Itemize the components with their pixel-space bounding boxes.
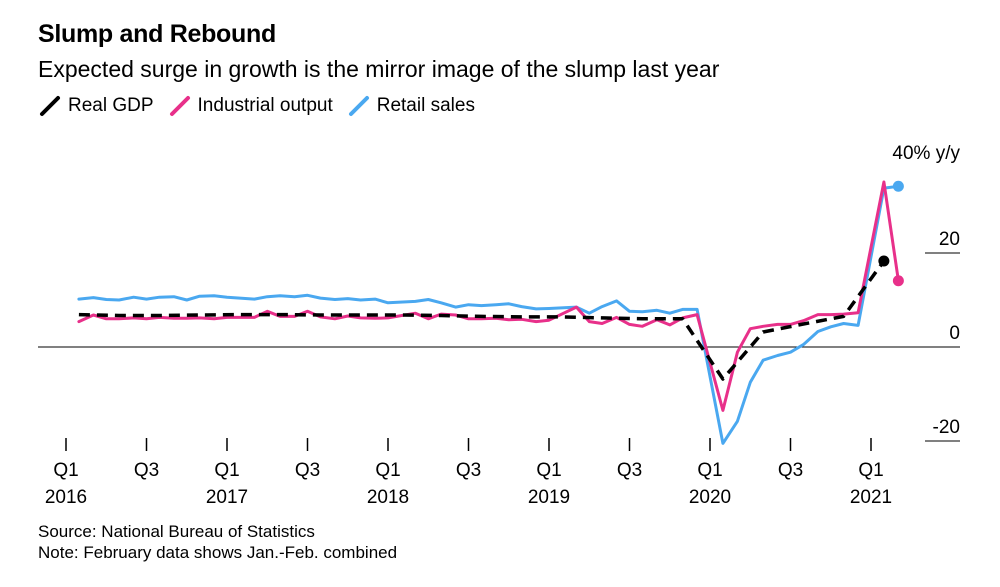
x-tick-year-label: 2021 (850, 487, 892, 508)
x-tick-label: Q1 (214, 460, 239, 481)
footer: Source: National Bureau of Statistics No… (38, 521, 397, 563)
x-tick-label: Q3 (456, 460, 481, 481)
legend: Real GDP Industrial output Retail sales (38, 94, 489, 118)
y-tick-label: 20 (939, 229, 960, 250)
legend-swatch-real-gdp (40, 96, 60, 116)
x-tick-label: Q3 (134, 460, 159, 481)
data-note: Note: February data shows Jan.-Feb. comb… (38, 543, 398, 562)
x-tick-year-label: 2016 (45, 487, 87, 508)
end-dot-industrial-output (892, 275, 904, 287)
y-tick-label: -20 (933, 417, 960, 438)
x-tick-label: Q3 (617, 460, 642, 481)
x-tick-label: Q1 (536, 460, 561, 481)
chart-subtitle: Expected surge in growth is the mirror i… (38, 56, 720, 82)
x-tick-year-label: 2018 (367, 487, 409, 508)
x-tick-label: Q1 (375, 460, 400, 481)
legend-label-industrial-output: Industrial output (197, 95, 333, 116)
y-tick-label: 40% y/y (892, 143, 960, 164)
legend-item-real-gdp: Real GDP (38, 94, 154, 118)
legend-item-industrial-output: Industrial output (168, 94, 333, 118)
x-tick-label: Q3 (295, 460, 320, 481)
legend-label-retail-sales: Retail sales (376, 95, 475, 116)
legend-swatch-retail-sales (348, 96, 369, 116)
x-tick-year-label: 2017 (206, 487, 248, 508)
y-tick-label: 0 (949, 323, 960, 344)
x-tick-label: Q1 (53, 460, 78, 481)
legend-item-retail-sales: Retail sales (347, 94, 475, 118)
source-note: Source: National Bureau of Statistics (38, 522, 315, 541)
x-tick-year-label: 2020 (689, 487, 731, 508)
series-line-retail-sales (77, 184, 900, 445)
end-dot-real-gdp (878, 255, 890, 267)
chart-title: Slump and Rebound (38, 20, 276, 48)
series-line-real-gdp (78, 259, 886, 381)
end-dot-retail-sales (892, 180, 904, 192)
series-line-industrial-output (77, 180, 900, 412)
x-tick-label: Q1 (858, 460, 883, 481)
x-tick-label: Q3 (778, 460, 803, 481)
x-tick-label: Q1 (697, 460, 722, 481)
legend-swatch-industrial-output (169, 96, 190, 116)
x-tick-year-label: 2019 (528, 487, 570, 508)
legend-label-real-gdp: Real GDP (68, 95, 154, 116)
